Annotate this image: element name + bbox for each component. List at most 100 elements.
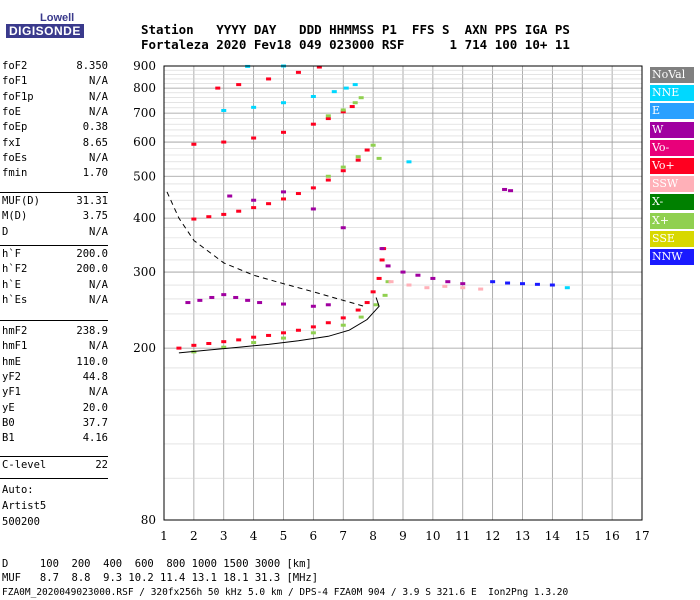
x-tick-label: 12 [485,529,500,543]
echo-point [534,282,540,286]
param-row: B1 4.16 [2,432,108,447]
footer-muf-row: MUF 8.7 8.8 9.3 10.2 11.4 13.1 18.1 31.3… [2,572,319,584]
param-row: foF1p N/A [2,91,108,106]
echo-point [325,117,331,121]
y-tick-label: 600 [133,135,156,149]
y-tick-label: 700 [133,106,156,120]
legend-item: NoVal [650,67,694,83]
param-value: 37.7 [82,416,108,429]
solid-profile-curve [178,297,380,354]
echo-point [364,148,370,152]
echo-point [221,140,227,144]
echo-point [176,346,182,350]
echo-point [352,83,358,87]
param-row: h`F2 200.0 [2,263,108,278]
param-label: h`F [2,248,21,260]
param-label: foE [2,105,21,118]
echo-point [266,333,272,337]
echo-point [364,301,370,305]
param-value: 20.0 [82,401,108,414]
echo-point [206,215,212,219]
echo-point [221,345,227,349]
echo-point [373,303,379,307]
x-tick-label: 14 [545,529,561,543]
legend-item: Vo- [650,139,694,156]
param-label: M(D) [2,210,28,223]
param-label: fxI [2,136,21,149]
param-value: N/A [89,151,108,164]
echo-point [295,192,301,196]
param-value: 200.0 [76,248,108,260]
param-row: fmin 1.70 [2,167,108,182]
echo-point [236,338,242,342]
param-row: h`E N/A [2,279,108,294]
echo-point [340,165,346,169]
echo-point [310,122,316,126]
echo-point [355,308,361,312]
echo-point [406,160,412,164]
echo-point [358,315,364,319]
param-label: foEs [2,151,28,164]
echo-point [508,189,514,193]
x-tick-label: 4 [250,529,258,543]
param-row: MUF(D) 31.31 [2,195,108,210]
echo-point [325,114,331,118]
y-tick-label: 800 [133,81,156,95]
param-label: foF1p [2,90,34,103]
param-row: h`Es N/A [2,294,108,309]
separator-line [0,478,108,479]
param-row: foF1 N/A [2,75,108,90]
y-tick-label: 80 [141,513,156,527]
echo-point [430,276,436,280]
echo-point [281,190,286,194]
x-tick-label: 13 [515,529,530,543]
param-value: 1.70 [82,167,108,180]
param-row: yE 20.0 [2,402,108,417]
echo-point [251,198,257,202]
x-tick-label: 2 [190,529,198,543]
param-value: N/A [89,293,108,306]
echo-point [221,340,227,344]
param-value: 4.16 [82,432,108,445]
echo-point [245,298,251,302]
echo-point [295,70,301,74]
param-row: h`F 200.0 [2,248,108,263]
profile-curves [166,191,380,354]
echo-point [281,101,286,105]
logo-digisonde-text: DIGISONDE [6,24,84,38]
echo-point [445,280,451,284]
separator-line [0,320,108,321]
echo-point [370,290,376,294]
echo-point [310,304,316,308]
echo-point [400,270,406,274]
auto-label: Auto: [2,484,108,499]
echo-point [424,286,430,290]
echo-point [227,194,233,198]
echo-point [325,174,331,178]
x-tick-label: 7 [339,529,347,543]
echo-point [266,77,272,81]
param-row: yF1 N/A [2,386,108,401]
param-label: foF2 [2,60,28,72]
param-label: yE [2,401,15,414]
echo-point [221,293,227,297]
x-tick-label: 8 [369,529,377,543]
echo-point [442,284,448,288]
param-label: B1 [2,432,15,445]
echo-point [331,90,337,94]
dashed-profile-curve [166,191,365,307]
y-tick-label: 300 [133,265,156,279]
echo-point [325,321,331,325]
y-tick-label: 900 [133,59,156,73]
param-value: 31.31 [76,195,108,207]
param-label: h`E [2,278,21,291]
auto-code: 500200 [2,516,108,531]
echo-point [197,298,203,302]
header-line-2: Fortaleza 2020 Fev18 049 023000 RSF 1 71… [141,37,570,52]
x-tick-label: 6 [310,529,318,543]
echo-point [316,65,322,69]
echo-point [406,283,412,287]
param-label: fmin [2,167,28,180]
separator-line [0,456,108,457]
